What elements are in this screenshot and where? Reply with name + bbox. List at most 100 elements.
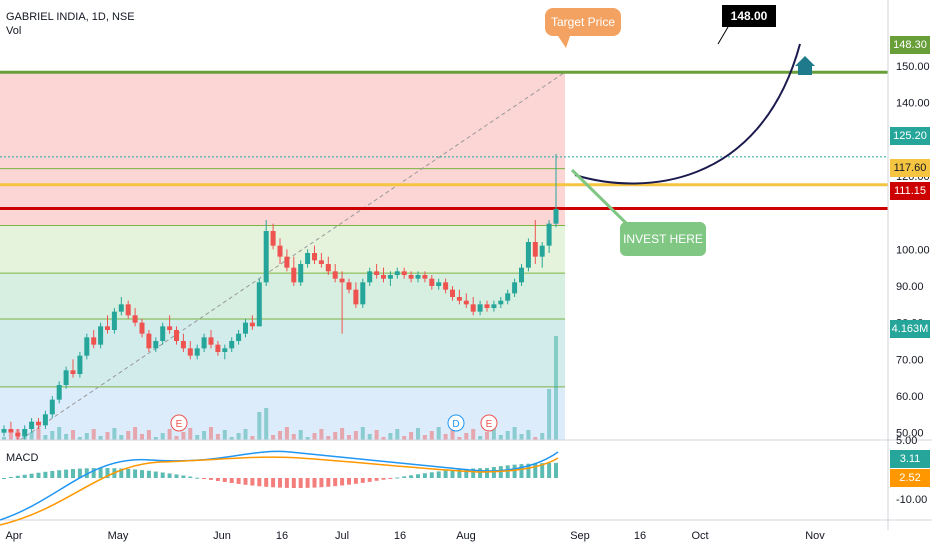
volume-bar xyxy=(2,437,6,440)
macd-tick-bottom: -10.00 xyxy=(896,494,927,506)
volume-bar xyxy=(374,430,379,440)
macd-histogram-bar xyxy=(8,476,13,478)
volume-bar xyxy=(202,431,207,440)
candle-body xyxy=(367,271,373,283)
volume-bar xyxy=(298,430,303,440)
candle-body xyxy=(532,242,538,257)
candle-body xyxy=(132,315,138,323)
macd-histogram-bar xyxy=(312,478,317,488)
macd-histogram-bar xyxy=(64,469,69,478)
candle-body xyxy=(408,275,414,279)
candle-body xyxy=(401,271,407,275)
candle-body xyxy=(201,337,207,349)
volume-bar xyxy=(409,432,414,440)
candle-body xyxy=(153,341,159,349)
volume-bar xyxy=(8,433,13,440)
event-marker-label: E xyxy=(176,419,183,430)
volume-bar xyxy=(436,427,441,440)
volume-bar xyxy=(450,430,455,440)
candle-body xyxy=(277,245,283,257)
macd-histogram-bar xyxy=(91,468,96,478)
signal-line xyxy=(0,456,559,526)
home-icon xyxy=(795,56,815,66)
price-tag: 148.30 xyxy=(890,36,930,54)
price-tick-label: 100.00 xyxy=(896,244,930,256)
macd-histogram-bar xyxy=(222,478,227,483)
candle-body xyxy=(415,275,421,279)
volume-bar xyxy=(222,430,227,440)
macd-label[interactable]: MACD xyxy=(6,452,39,464)
candle-body xyxy=(8,429,14,433)
candle-body xyxy=(291,267,297,283)
time-tick-label: Jul xyxy=(335,530,349,542)
volume-bar xyxy=(126,431,131,440)
volume-bar xyxy=(491,428,496,440)
candle-body xyxy=(305,253,311,264)
volume-bar xyxy=(195,435,200,440)
volume-bar xyxy=(36,428,41,440)
volume-bar xyxy=(167,429,172,440)
volume-bar xyxy=(22,436,27,440)
candle-body xyxy=(49,399,55,415)
macd-histogram-bar xyxy=(271,478,276,488)
macd-histogram-bar xyxy=(485,468,489,478)
candle-body xyxy=(70,370,76,374)
volume-bar xyxy=(526,430,531,440)
candle-body xyxy=(1,429,7,433)
macd-histogram-bar xyxy=(188,476,193,478)
volume-bar xyxy=(319,429,324,440)
candle-body xyxy=(270,231,276,246)
volume-bar xyxy=(181,432,186,440)
macd-tag: 2.52 xyxy=(890,469,930,487)
candle-body xyxy=(463,300,469,305)
candle-body xyxy=(360,282,366,305)
volume-bar xyxy=(402,436,407,440)
volume-bar xyxy=(50,431,55,440)
volume-bar xyxy=(43,435,48,440)
target-price-callout[interactable]: Target Price xyxy=(545,8,621,36)
invest-here-callout[interactable]: INVEST HERE xyxy=(620,222,706,256)
macd-histogram-bar xyxy=(402,476,407,478)
macd-histogram-bar xyxy=(353,478,358,484)
macd-histogram-bar xyxy=(202,478,207,479)
candle-body xyxy=(56,385,62,400)
volume-bar xyxy=(112,428,117,440)
candle-body xyxy=(505,293,511,301)
macd-histogram-bar xyxy=(77,468,82,478)
volume-bar xyxy=(15,429,20,440)
volume-bar xyxy=(381,437,386,440)
volume-label[interactable]: Vol xyxy=(6,25,22,37)
volume-bar xyxy=(367,434,372,440)
fib-zone xyxy=(0,72,565,169)
candle-body xyxy=(332,271,338,279)
macd-tick-top: 5.00 xyxy=(896,435,917,447)
volume-bar xyxy=(271,435,276,440)
volume-bar xyxy=(326,436,331,440)
volume-bar xyxy=(464,433,469,440)
macd-histogram-bar xyxy=(457,469,462,478)
candle-body xyxy=(394,271,400,275)
candle-body xyxy=(256,282,262,327)
volume-bar xyxy=(236,433,241,440)
price-tag: 125.20 xyxy=(890,127,930,145)
volume-bar xyxy=(554,336,558,440)
target-price-text: Target Price xyxy=(550,15,616,29)
event-marker-label: D xyxy=(452,419,459,430)
candle-body xyxy=(208,337,214,345)
volume-bar xyxy=(71,430,75,440)
target-value-callout[interactable]: 148.00 xyxy=(722,5,776,27)
macd-histogram-bar xyxy=(174,474,179,478)
volume-bar xyxy=(264,408,269,440)
volume-bar xyxy=(257,412,262,440)
macd-histogram-bar xyxy=(22,474,27,478)
candle-body xyxy=(249,322,255,327)
volume-bar xyxy=(457,437,462,440)
volume-bar xyxy=(133,427,138,440)
price-tick-label: 150.00 xyxy=(896,61,930,73)
candle-body xyxy=(180,341,186,349)
volume-bar xyxy=(429,431,434,440)
volume-bar xyxy=(498,435,503,440)
volume-bar xyxy=(416,428,420,440)
symbol-title[interactable]: GABRIEL INDIA, 1D, NSE xyxy=(6,11,135,23)
